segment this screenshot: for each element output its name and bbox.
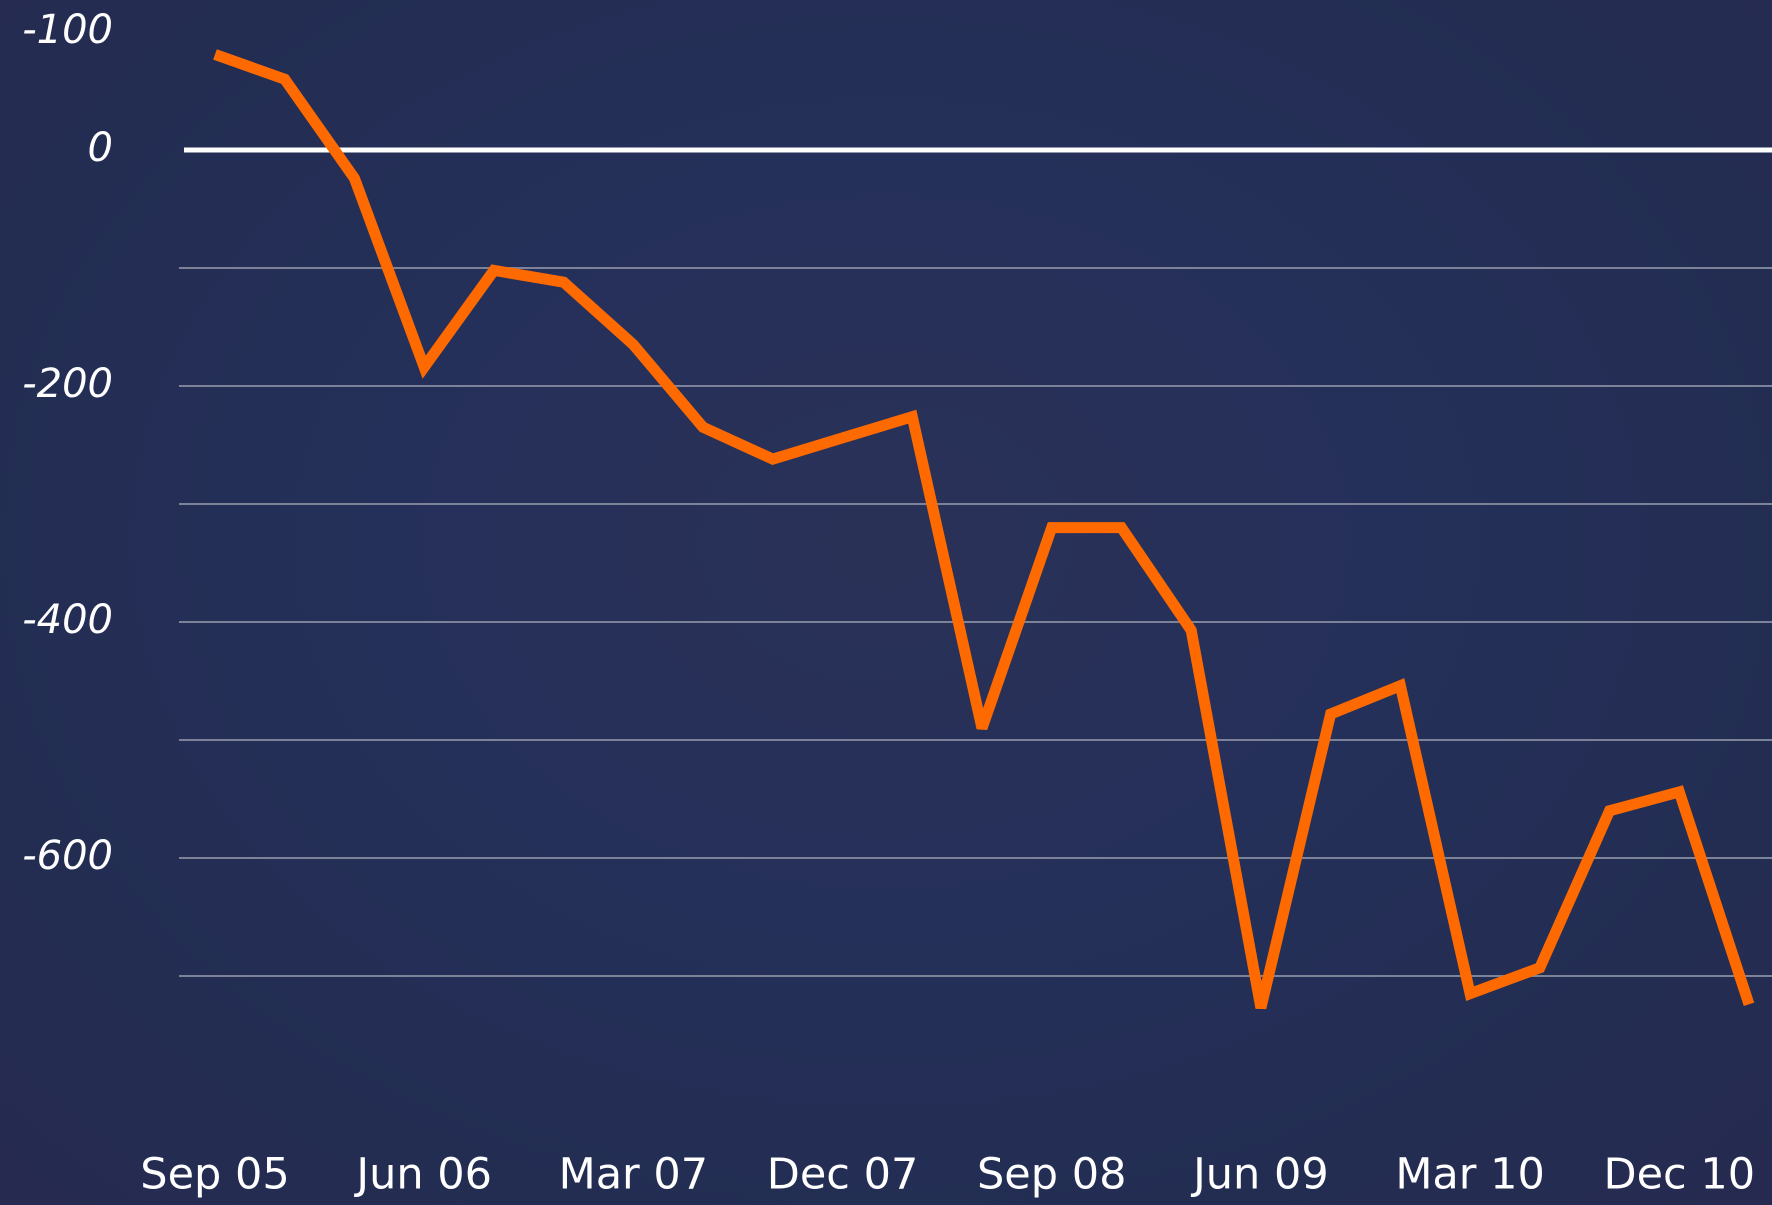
x-tick-label: Sep 08 <box>977 1150 1126 1200</box>
x-tick-label: Dec 07 <box>767 1150 919 1200</box>
x-tick-label: Mar 10 <box>1395 1150 1545 1200</box>
y-tick-label: -100 <box>22 7 113 53</box>
data-line <box>213 49 1755 1010</box>
x-tick-label: Mar 07 <box>559 1150 709 1200</box>
y-tick-label: -600 <box>22 833 113 879</box>
x-tick-label: Sep 05 <box>140 1150 289 1200</box>
y-tick-label: -200 <box>22 361 113 407</box>
y-tick-label: -400 <box>22 597 113 643</box>
x-tick-label: Jun 09 <box>1190 1150 1329 1200</box>
x-tick-label: Dec 10 <box>1603 1150 1755 1200</box>
x-tick-label: Jun 06 <box>353 1150 492 1200</box>
y-tick-label: 0 <box>88 125 113 171</box>
